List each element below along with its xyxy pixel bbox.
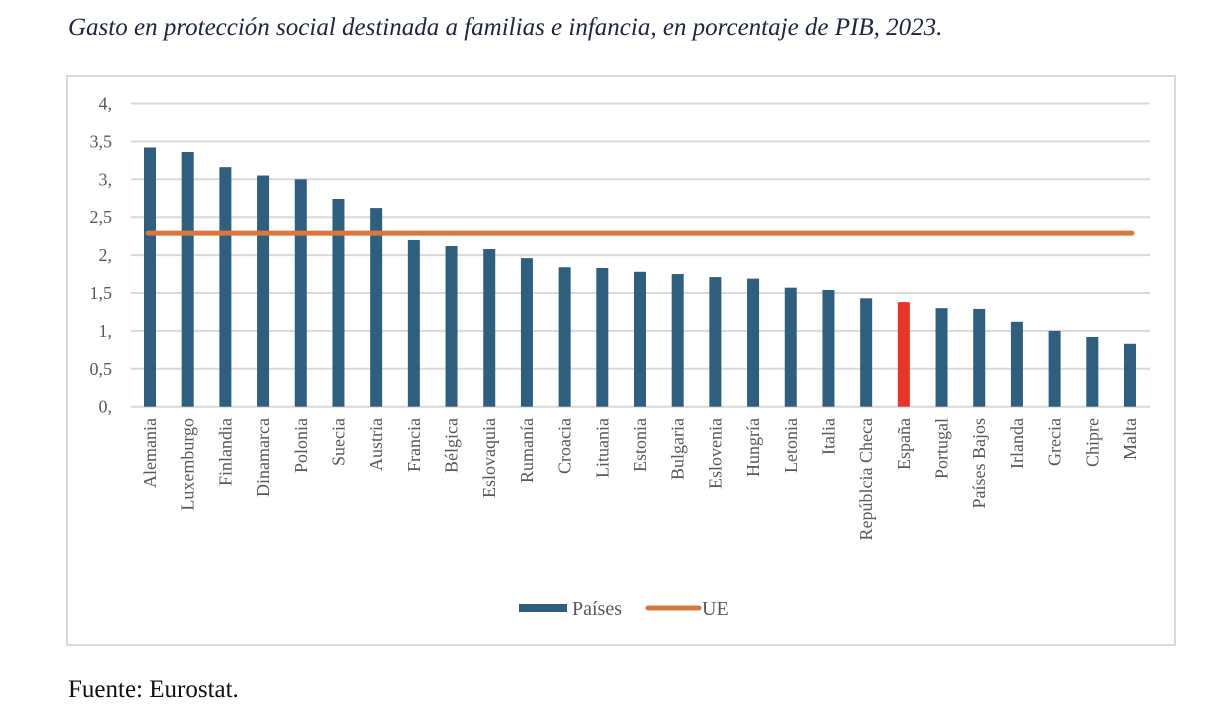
x-tick-label: España bbox=[894, 418, 914, 470]
y-tick-label: 1, bbox=[99, 321, 113, 341]
x-tick-label: Bélgica bbox=[442, 418, 462, 473]
bar-bélgica bbox=[445, 246, 458, 407]
bar-bulgaria bbox=[671, 274, 684, 407]
x-tick-label: Países Bajos bbox=[969, 418, 989, 509]
y-tick-label: 4, bbox=[99, 94, 113, 114]
y-tick-label: 2,5 bbox=[90, 207, 113, 227]
x-tick-label: Chipre bbox=[1082, 418, 1102, 467]
x-tick-label: Luxemburgo bbox=[178, 418, 198, 511]
legend-swatch-paises bbox=[519, 604, 567, 612]
legend-label-ue: UE bbox=[702, 598, 729, 620]
legend-label-paises: Países bbox=[572, 598, 622, 620]
x-tick-label: Rumanía bbox=[517, 418, 537, 483]
x-tick-label: Grecia bbox=[1045, 418, 1065, 466]
bar-chipre bbox=[1086, 336, 1099, 407]
bar-finlandia bbox=[219, 167, 232, 407]
bar-dinamarca bbox=[257, 175, 270, 407]
x-tick-label: Malta bbox=[1120, 418, 1140, 460]
x-tick-label: Eslovenia bbox=[705, 418, 725, 489]
bar-malta bbox=[1124, 343, 1136, 407]
bar-alemania bbox=[144, 147, 156, 407]
x-tick-label: Lituania bbox=[592, 418, 612, 478]
x-tick-label: Croacia bbox=[555, 418, 575, 474]
x-tick-label: Alemania bbox=[140, 418, 160, 488]
chart-title: Gasto en protección social destinada a f… bbox=[68, 14, 943, 41]
x-tick-label: Dinamarca bbox=[253, 418, 273, 497]
x-tick-label: Finlandia bbox=[215, 418, 235, 486]
legend: Países UE bbox=[519, 598, 729, 620]
x-tick-label: Eslovaquia bbox=[479, 418, 499, 498]
bar-letonia bbox=[784, 287, 797, 407]
bar-suecia bbox=[332, 199, 345, 407]
bar-países-bajos bbox=[973, 308, 986, 407]
bar-luxemburgo bbox=[181, 152, 194, 407]
bar-grecia bbox=[1048, 330, 1061, 407]
x-tick-label: Italia bbox=[818, 418, 838, 455]
x-tick-label: Letonia bbox=[781, 418, 801, 473]
x-tick-label: Polonia bbox=[291, 418, 311, 473]
x-axis-labels: Alemania Luxemburgo Finlandia Dinamarca Polo… bbox=[140, 418, 1140, 540]
y-tick-label: 0, bbox=[99, 397, 113, 417]
y-axis-ticks: 0, 0,5 1, 1,5 2, 2,5 3, 3,5 4, bbox=[90, 94, 113, 417]
bar-eslovenia bbox=[709, 277, 722, 407]
bar-polonia bbox=[294, 179, 307, 407]
y-tick-label: 2, bbox=[99, 245, 113, 265]
x-tick-label: Portugal bbox=[932, 418, 952, 479]
bar-croacia bbox=[558, 267, 571, 407]
bar-francia bbox=[407, 239, 420, 407]
x-tick-label: Irlanda bbox=[1007, 418, 1027, 469]
x-tick-label: Austria bbox=[366, 418, 386, 471]
y-tick-label: 1,5 bbox=[90, 283, 113, 303]
x-tick-label: Bulgaria bbox=[668, 418, 688, 480]
bar-hungría bbox=[747, 278, 760, 407]
bar-repúblcia-checa bbox=[860, 298, 873, 407]
x-tick-label: Suecia bbox=[328, 418, 348, 466]
chart-frame bbox=[66, 75, 1176, 646]
x-tick-label: Repúblcia Checa bbox=[856, 418, 876, 540]
bar-italia bbox=[822, 289, 835, 407]
bar-rumanía bbox=[520, 258, 533, 407]
y-tick-label: 3, bbox=[99, 169, 113, 189]
bar-austria bbox=[370, 208, 383, 407]
bar-españa bbox=[897, 302, 910, 407]
bar-estonia bbox=[634, 271, 646, 407]
x-tick-label: Estonia bbox=[630, 418, 650, 472]
source-note: Fuente: Eurostat. bbox=[68, 676, 239, 703]
bar-portugal bbox=[935, 308, 948, 407]
y-tick-label: 3,5 bbox=[90, 131, 113, 151]
bar-lituania bbox=[596, 267, 609, 407]
x-tick-label: Francia bbox=[404, 418, 424, 472]
x-tick-label: Hungría bbox=[743, 418, 763, 477]
bar-eslovaquia bbox=[483, 249, 496, 407]
bar-irlanda bbox=[1010, 321, 1023, 407]
y-tick-label: 0,5 bbox=[90, 359, 113, 379]
